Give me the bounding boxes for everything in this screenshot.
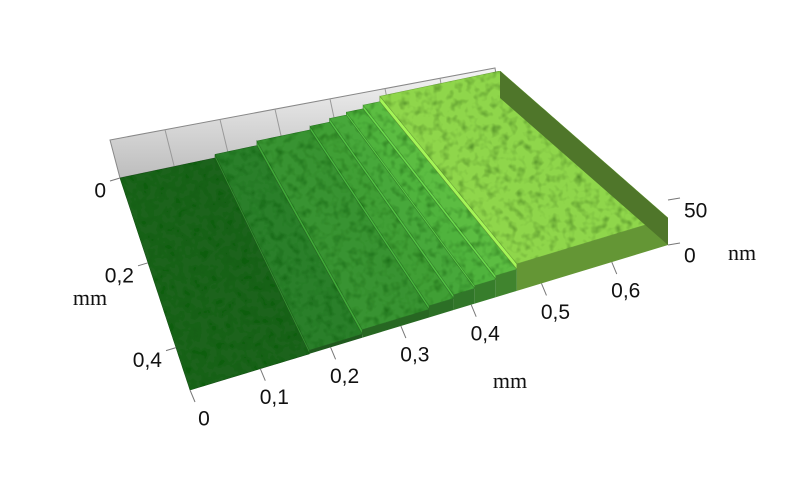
z-tick-label: 0 — [684, 245, 696, 268]
wall-line — [164, 129, 175, 167]
front-face — [309, 334, 363, 354]
x-tick-label: 0,4 — [471, 322, 501, 345]
y-tick — [109, 177, 121, 182]
x-tick-label: 0,6 — [611, 280, 640, 303]
y-tick-label: 0 — [94, 180, 106, 203]
front-face — [495, 269, 517, 298]
front-face — [190, 353, 310, 390]
x-tick — [259, 368, 266, 381]
front-face — [429, 298, 454, 318]
x-tick-label: 0 — [198, 408, 210, 431]
x-axis-label: mm — [493, 368, 527, 393]
y-axis-label: mm — [73, 285, 107, 310]
front-face — [362, 309, 429, 338]
y-tick — [137, 262, 149, 267]
x-tick — [400, 325, 407, 339]
x-tick — [330, 347, 337, 360]
front-face — [516, 218, 668, 291]
y-tick-label: 0,2 — [105, 264, 134, 287]
z-tick — [667, 242, 681, 246]
x-tick-label: 0,3 — [400, 344, 429, 367]
x-tick-label: 0,2 — [330, 365, 359, 388]
x-tick — [541, 283, 547, 296]
front-face — [474, 279, 496, 304]
z-axis-label: nm — [728, 240, 756, 265]
wall-line — [219, 119, 230, 156]
right-face — [500, 71, 668, 245]
y-tick-label: 0,4 — [133, 349, 163, 372]
y-tick — [165, 347, 177, 352]
x-tick — [189, 389, 196, 403]
x-tick — [611, 261, 618, 275]
z-tick-label: 50 — [684, 200, 707, 223]
z-tick — [667, 197, 681, 201]
x-tick-label: 0,5 — [541, 301, 570, 324]
x-tick-label: 0,1 — [260, 386, 289, 409]
x-tick — [470, 304, 477, 317]
front-face — [453, 288, 475, 311]
